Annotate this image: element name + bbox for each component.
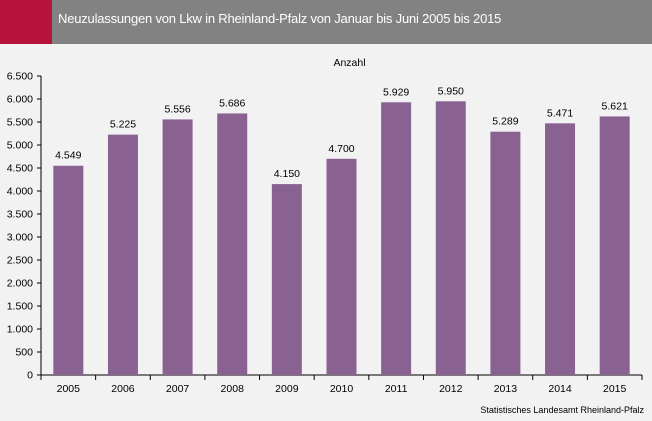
x-tick-label-2013: 2013 — [494, 383, 518, 395]
x-tick-label-2015: 2015 — [603, 383, 627, 395]
x-tick-label-2005: 2005 — [57, 383, 81, 395]
x-tick-label-2011: 2011 — [385, 383, 408, 395]
y-tick-label: 6.000 — [7, 94, 33, 106]
bar-2010 — [326, 158, 357, 375]
y-tick-label: 6.500 — [7, 71, 33, 83]
header-bar: Neuzulassungen von Lkw in Rheinland-Pfal… — [0, 0, 652, 44]
bar-2007 — [162, 119, 193, 375]
data-label-2010: 4.700 — [328, 143, 354, 155]
data-label-2006: 5.225 — [110, 119, 136, 131]
y-tick-label: 2.000 — [7, 278, 33, 290]
bar-2006 — [107, 134, 138, 375]
bar-2012 — [435, 101, 466, 376]
bar-2015 — [599, 116, 630, 376]
x-tick-label-2014: 2014 — [548, 383, 572, 395]
y-tick-label: 5.500 — [7, 117, 33, 129]
x-tick-label-2010: 2010 — [330, 383, 354, 395]
y-tick-label: 5.000 — [7, 140, 33, 152]
source-note: Statistisches Landesamt Rheinland-Pfalz — [480, 405, 644, 415]
bar-2011 — [381, 102, 412, 376]
chart-title: Neuzulassungen von Lkw in Rheinland-Pfal… — [58, 11, 502, 26]
data-label-2008: 5.686 — [219, 97, 245, 109]
data-label-2007: 5.556 — [164, 103, 190, 115]
bar-2008 — [217, 113, 248, 375]
x-tick-label-2006: 2006 — [111, 383, 135, 395]
y-tick-label: 0 — [27, 370, 33, 382]
x-tick-label-2007: 2007 — [166, 383, 190, 395]
y-tick-label: 500 — [15, 347, 33, 359]
bar-2009 — [271, 184, 302, 375]
y-tick-label: 3.000 — [7, 232, 33, 244]
data-label-2013: 5.289 — [492, 116, 518, 128]
y-tick-label: 1.500 — [7, 301, 33, 313]
y-tick-label: 3.500 — [7, 209, 33, 221]
data-label-2011: 5.929 — [383, 86, 409, 98]
bar-2005 — [53, 165, 84, 375]
y-tick-label: 2.500 — [7, 255, 33, 267]
y-tick-label: 4.500 — [7, 163, 33, 175]
data-label-2014: 5.471 — [547, 107, 573, 119]
data-label-2005: 4.549 — [55, 150, 81, 162]
x-tick-label-2012: 2012 — [439, 383, 463, 395]
brand-accent-block — [0, 0, 52, 44]
data-label-2015: 5.621 — [602, 100, 628, 112]
x-tick-label-2008: 2008 — [221, 383, 245, 395]
data-label-2009: 4.150 — [274, 168, 300, 180]
data-label-2012: 5.950 — [438, 85, 464, 97]
y-tick-label: 4.000 — [7, 186, 33, 198]
bar-2013 — [490, 131, 521, 375]
y-tick-label: 1.000 — [7, 324, 33, 336]
x-tick-label-2009: 2009 — [275, 383, 299, 395]
bar-2014 — [545, 123, 576, 375]
y-axis-unit-label: Anzahl — [333, 57, 365, 69]
